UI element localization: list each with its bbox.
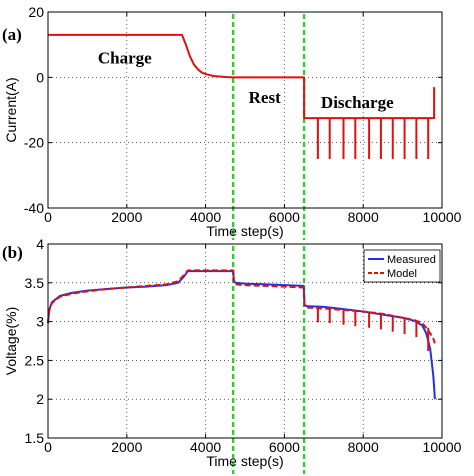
- voltage-phase-dividers: [231, 246, 306, 474]
- legend-label-measured: Measured: [387, 254, 436, 266]
- y-tick-label: 1.5: [25, 430, 45, 446]
- x-tick-label: 6000: [269, 439, 300, 455]
- legend-label-model: Model: [387, 268, 417, 280]
- y-tick-label: 2.5: [25, 352, 45, 368]
- x-tick-label: 8000: [348, 439, 379, 455]
- voltage-chart: 0 2000 4000 6000 8000 10000 1.5 2 2.5 3 3.5 4 Measu…: [2, 236, 462, 474]
- y-tick-label: -20: [24, 135, 44, 151]
- phase-label: Charge: [98, 49, 152, 68]
- current-ticks: 0 2000 4000 6000 8000 10000 -40 -20 0 20: [24, 4, 462, 225]
- voltage-plot-frame: [47, 243, 443, 439]
- x-tick-label: 10000: [423, 439, 462, 455]
- y-tick-label: 0: [36, 69, 44, 85]
- phase-label: Discharge: [321, 93, 394, 112]
- current-x-axis-label: Time step(s): [206, 223, 283, 239]
- y-tick-label: 4: [36, 236, 44, 252]
- x-tick-label: 10000: [423, 209, 462, 225]
- current-y-axis-label: Current(A): [3, 77, 19, 142]
- x-tick-label: 4000: [190, 209, 221, 225]
- phase-label: Rest: [249, 88, 281, 107]
- y-tick-label: 3: [36, 314, 44, 330]
- x-tick-label: 8000: [348, 209, 379, 225]
- x-tick-label: 4000: [190, 439, 221, 455]
- series-model: [47, 269, 436, 344]
- y-tick-label: 3.5: [25, 275, 45, 291]
- current-annotations: Charge Rest Discharge: [98, 49, 394, 112]
- x-tick-label: 0: [44, 439, 52, 455]
- y-tick-label: 20: [28, 4, 44, 20]
- voltage-legend: Measured Model: [363, 249, 441, 283]
- x-tick-label: 0: [44, 209, 52, 225]
- x-tick-label: 2000: [111, 209, 142, 225]
- series-measured: [47, 270, 436, 400]
- current-plot-frame: [47, 11, 443, 209]
- current-chart: 0 2000 4000 6000 8000 10000 -40 -20 0 20 Charge Re…: [2, 4, 462, 240]
- voltage-series: [47, 269, 436, 400]
- panel-label-b: (b): [2, 243, 23, 262]
- y-tick-label: -40: [24, 200, 44, 216]
- x-tick-label: 6000: [269, 209, 300, 225]
- voltage-y-axis-label: Voltage(%): [3, 307, 19, 375]
- voltage-x-axis-label: Time step(s): [206, 453, 283, 469]
- current-series: [48, 33, 436, 159]
- panel-label-a: (a): [2, 25, 22, 44]
- x-tick-label: 2000: [111, 439, 142, 455]
- legend-box: [363, 249, 441, 283]
- y-tick-label: 2: [36, 391, 44, 407]
- voltage-ticks: 0 2000 4000 6000 8000 10000 1.5 2 2.5 3 3.5 4: [25, 236, 462, 455]
- current-phase-dividers: [231, 14, 306, 240]
